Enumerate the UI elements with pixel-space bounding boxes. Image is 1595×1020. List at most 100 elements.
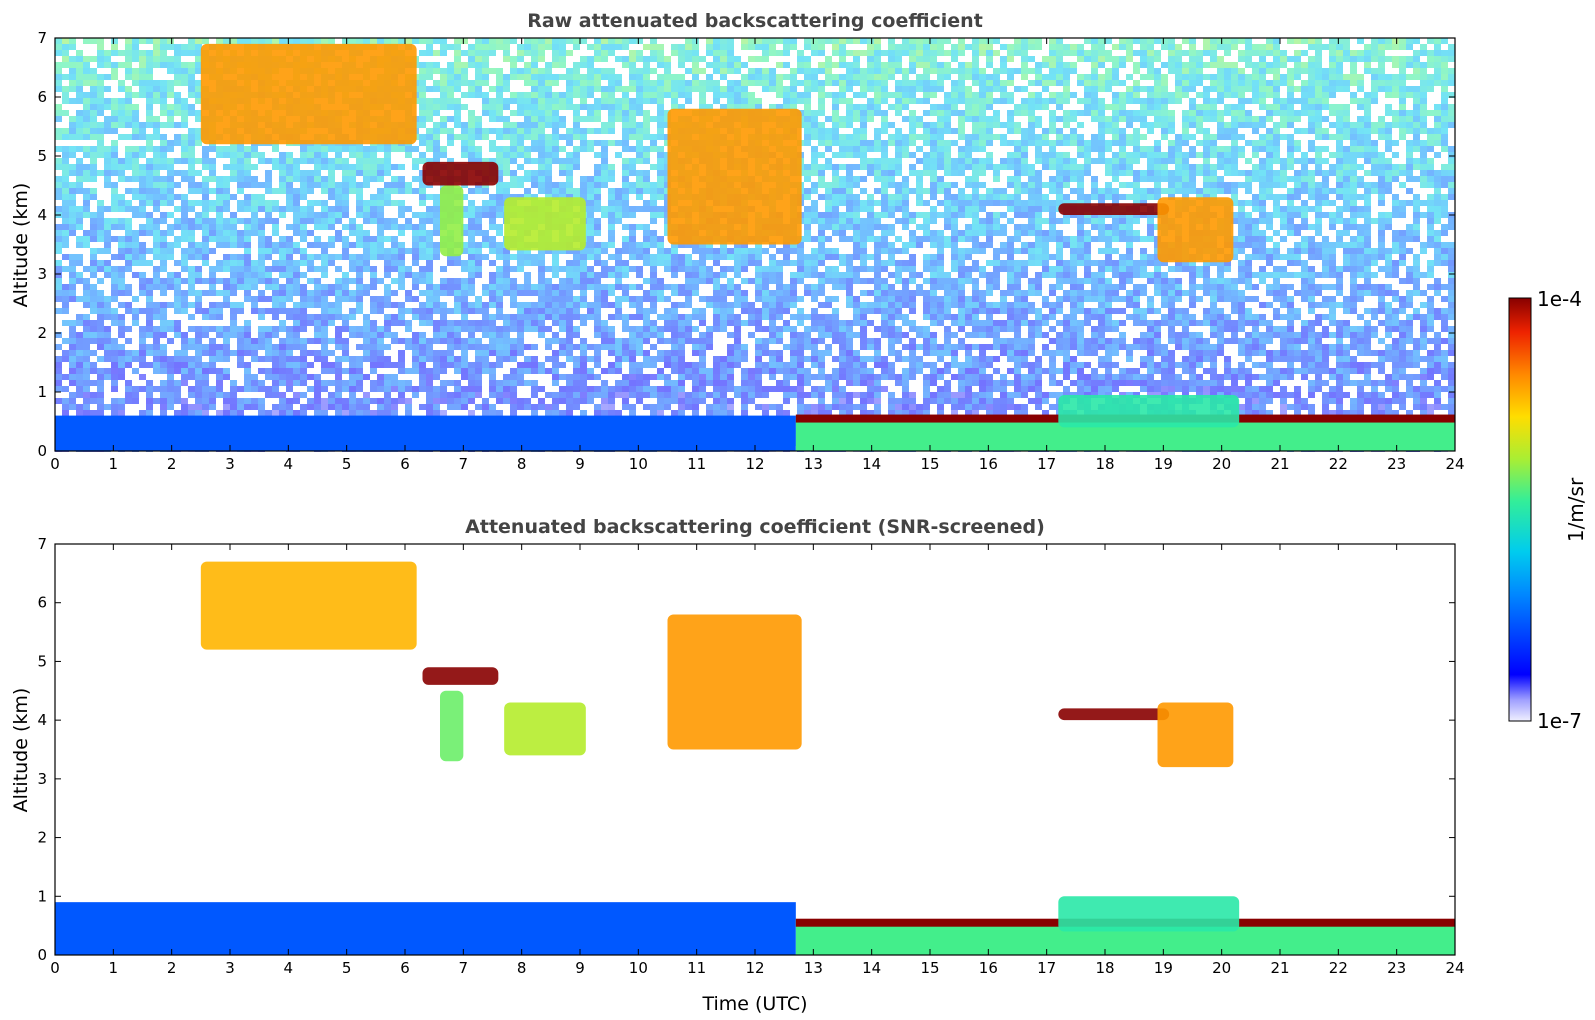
noise-cell bbox=[1385, 164, 1392, 170]
noise-cell bbox=[202, 146, 209, 152]
noise-cell bbox=[1245, 50, 1252, 56]
noise-cell bbox=[1091, 146, 1098, 152]
noise-cell bbox=[643, 170, 650, 176]
noise-cell bbox=[804, 128, 811, 134]
noise-cell bbox=[1154, 110, 1161, 116]
noise-cell bbox=[937, 164, 944, 170]
noise-cell bbox=[132, 128, 139, 134]
noise-cell bbox=[195, 212, 202, 218]
noise-cell bbox=[384, 38, 391, 44]
noise-cell bbox=[559, 38, 566, 44]
noise-cell bbox=[895, 206, 902, 212]
noise-cell bbox=[1301, 128, 1308, 134]
noise-cell bbox=[223, 236, 230, 242]
noise-cell bbox=[1420, 62, 1427, 68]
noise-cell bbox=[97, 152, 104, 158]
noise-cell bbox=[1007, 182, 1014, 188]
noise-cell bbox=[993, 134, 1000, 140]
noise-cell bbox=[1056, 38, 1063, 44]
noise-cell bbox=[846, 188, 853, 194]
noise-cell bbox=[1280, 194, 1287, 200]
noise-cell bbox=[1336, 218, 1343, 224]
noise-cell bbox=[1273, 200, 1280, 206]
noise-cell bbox=[972, 128, 979, 134]
noise-cell bbox=[902, 104, 909, 110]
noise-cell bbox=[1315, 98, 1322, 104]
noise-cell bbox=[468, 140, 475, 146]
noise-cell bbox=[237, 176, 244, 182]
noise-cell bbox=[1413, 116, 1420, 122]
noise-cell bbox=[601, 122, 608, 128]
noise-cell bbox=[104, 128, 111, 134]
noise-cell bbox=[1084, 74, 1091, 80]
noise-cell bbox=[1119, 140, 1126, 146]
noise-cell bbox=[622, 98, 629, 104]
noise-cell bbox=[167, 68, 174, 74]
noise-cell bbox=[818, 80, 825, 86]
noise-cell bbox=[874, 86, 881, 92]
noise-cell bbox=[545, 98, 552, 104]
noise-cell bbox=[426, 212, 433, 218]
noise-cell bbox=[111, 218, 118, 224]
noise-cell bbox=[489, 194, 496, 200]
noise-cell bbox=[531, 128, 538, 134]
noise-cell bbox=[1371, 158, 1378, 164]
noise-cell bbox=[916, 194, 923, 200]
noise-cell bbox=[1287, 140, 1294, 146]
noise-cell bbox=[370, 152, 377, 158]
noise-cell bbox=[461, 68, 468, 74]
noise-cell bbox=[1084, 80, 1091, 86]
noise-cell bbox=[944, 224, 951, 230]
noise-cell bbox=[1378, 230, 1385, 236]
noise-cell bbox=[818, 194, 825, 200]
noise-cell bbox=[251, 224, 258, 230]
noise-cell bbox=[1364, 146, 1371, 152]
noise-cell bbox=[580, 182, 587, 188]
noise-cell bbox=[1315, 44, 1322, 50]
noise-cell bbox=[846, 218, 853, 224]
noise-cell bbox=[174, 158, 181, 164]
noise-cell bbox=[1378, 68, 1385, 74]
noise-cell bbox=[1385, 176, 1392, 182]
noise-cell bbox=[195, 38, 202, 44]
noise-cell bbox=[629, 74, 636, 80]
noise-cell bbox=[1259, 170, 1266, 176]
noise-cell bbox=[608, 200, 615, 206]
noise-cell bbox=[622, 158, 629, 164]
noise-cell bbox=[1266, 170, 1273, 176]
noise-cell bbox=[888, 122, 895, 128]
noise-cell bbox=[1014, 110, 1021, 116]
noise-cell bbox=[125, 164, 132, 170]
noise-cell bbox=[90, 80, 97, 86]
noise-cell bbox=[90, 68, 97, 74]
noise-cell bbox=[1406, 224, 1413, 230]
noise-cell bbox=[139, 182, 146, 188]
noise-cell bbox=[1434, 230, 1441, 236]
noise-cell bbox=[650, 56, 657, 62]
noise-cell bbox=[1245, 38, 1252, 44]
noise-cell bbox=[1378, 38, 1385, 44]
noise-cell bbox=[69, 62, 76, 68]
noise-cell bbox=[1133, 152, 1140, 158]
noise-cell bbox=[83, 188, 90, 194]
noise-cell bbox=[895, 158, 902, 164]
noise-cell bbox=[69, 146, 76, 152]
noise-cell bbox=[1070, 62, 1077, 68]
noise-cell bbox=[566, 170, 573, 176]
noise-cell bbox=[118, 194, 125, 200]
noise-cell bbox=[510, 122, 517, 128]
noise-cell bbox=[1329, 74, 1336, 80]
noise-cell bbox=[237, 182, 244, 188]
noise-cell bbox=[741, 92, 748, 98]
noise-cell bbox=[1413, 122, 1420, 128]
noise-cell bbox=[1420, 140, 1427, 146]
noise-cell bbox=[181, 170, 188, 176]
noise-cell bbox=[1175, 62, 1182, 68]
noise-cell bbox=[1147, 56, 1154, 62]
noise-cell bbox=[1098, 104, 1105, 110]
noise-cell bbox=[300, 170, 307, 176]
noise-cell bbox=[923, 188, 930, 194]
noise-cell bbox=[1287, 158, 1294, 164]
noise-cell bbox=[1035, 140, 1042, 146]
noise-cell bbox=[1350, 218, 1357, 224]
